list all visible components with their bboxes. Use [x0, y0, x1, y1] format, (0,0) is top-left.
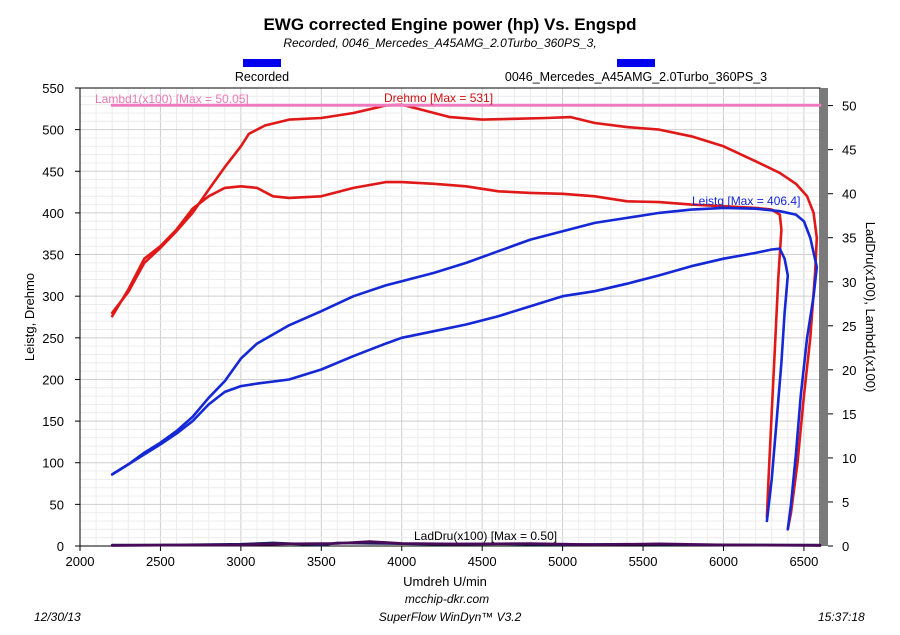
y-left-tick-label: 200 [42, 372, 64, 387]
series-line-3 [110, 247, 790, 523]
legend-label-run: 0046_Mercedes_A45AMG_2.0Turbo_360PS_3 [505, 70, 767, 84]
series-line-0 [110, 103, 819, 531]
series-line-1 [110, 180, 783, 519]
y-left-tick-label: 300 [42, 289, 64, 304]
x-tick-label: 4500 [468, 554, 497, 569]
y-left-tick-label: 550 [42, 81, 64, 96]
x-axis-label: Umdreh U/min [403, 574, 487, 589]
chart-subtitle: Recorded, 0046_Mercedes_A45AMG_2.0Turbo_… [283, 36, 596, 50]
y-left-tick-label: 350 [42, 248, 64, 263]
y-left-tick-label: 100 [42, 456, 64, 471]
series-line-6 [110, 540, 822, 547]
y-right-tick-label: 30 [842, 275, 856, 290]
annotation-drehmo: Drehmo [Max = 531] [384, 91, 493, 105]
y-right-tick-label: 45 [842, 143, 856, 158]
right-axis-bar [820, 88, 828, 546]
footer-site: mcchip-dkr.com [405, 592, 489, 606]
y-right-tick-label: 10 [842, 451, 856, 466]
x-tick-label: 6500 [789, 554, 818, 569]
x-tick-label: 4000 [387, 554, 416, 569]
y-left-tick-label: 50 [50, 497, 64, 512]
y-left-tick-label: 450 [42, 164, 64, 179]
y-right-tick-label: 25 [842, 319, 856, 334]
legend-swatch-recorded [243, 59, 281, 67]
y-axis-right: 0 5 10 15 20 25 30 35 40 45 50 [828, 99, 856, 554]
legend-swatch-run [617, 59, 655, 67]
annotation-lambda: Lambd1(x100) [Max = 50.05] [95, 92, 249, 106]
footer-date: 12/30/13 [34, 610, 81, 624]
y-left-tick-label: 400 [42, 206, 64, 221]
y-axis-right-label: LadDru(x100), Lambd1(x100) [863, 222, 878, 393]
annotation-laddru: LadDru(x100) [Max = 0.50] [414, 529, 557, 543]
x-tick-label: 2000 [66, 554, 95, 569]
x-tick-label: 6000 [709, 554, 738, 569]
legend-label-recorded: Recorded [235, 70, 289, 84]
y-right-tick-label: 40 [842, 187, 856, 202]
y-right-tick-label: 35 [842, 231, 856, 246]
x-tick-label: 5500 [629, 554, 658, 569]
y-right-tick-label: 15 [842, 407, 856, 422]
footer-software: SuperFlow WinDyn™ V3.2 [379, 610, 522, 624]
y-right-tick-label: 20 [842, 363, 856, 378]
x-tick-label: 2500 [146, 554, 175, 569]
x-axis: 2000 2500 3000 3500 4000 4500 5000 5500 6000 6500 [66, 546, 818, 569]
chart-title: EWG corrected Engine power (hp) Vs. Engs… [263, 15, 636, 34]
y-left-tick-label: 250 [42, 331, 64, 346]
y-left-tick-label: 500 [42, 123, 64, 138]
x-tick-label: 5000 [548, 554, 577, 569]
annotation-leistg: Leistg [Max = 406.4] [692, 194, 800, 208]
x-tick-label: 3500 [307, 554, 336, 569]
y-axis-left: 0 50 100 150 200 250 300 350 400 450 500 550 [42, 81, 80, 554]
series-line-2 [110, 206, 819, 531]
series-layer [110, 103, 822, 547]
x-tick-label: 3000 [226, 554, 255, 569]
y-right-tick-label: 50 [842, 99, 856, 114]
y-right-tick-label: 0 [842, 539, 849, 554]
y-axis-left-label: Leistg, Drehmo [22, 273, 37, 361]
footer-time: 15:37:18 [818, 610, 865, 624]
y-right-tick-label: 5 [842, 495, 849, 510]
y-left-tick-label: 150 [42, 414, 64, 429]
y-left-tick-label: 0 [57, 539, 64, 554]
